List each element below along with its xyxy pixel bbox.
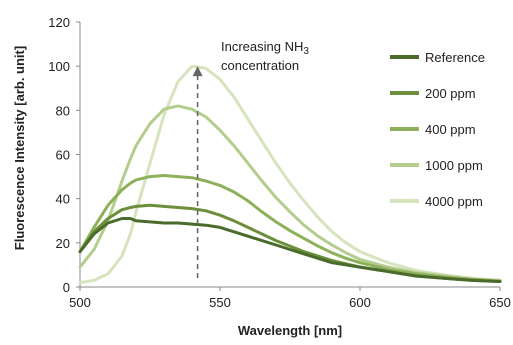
y-tick-label: 40 bbox=[56, 192, 70, 207]
x-tick-label: 650 bbox=[489, 295, 511, 310]
x-tick-label: 600 bbox=[349, 295, 371, 310]
y-axis-label: Fluorescence Intensity [arb. unit] bbox=[12, 46, 27, 250]
y-tick-label: 120 bbox=[48, 15, 70, 30]
annotation-text-line2: concentration bbox=[221, 58, 299, 73]
annotation-text-line1: Increasing NH3 bbox=[221, 39, 309, 57]
legend-label: 4000 ppm bbox=[425, 194, 483, 209]
x-tick-label: 550 bbox=[209, 295, 231, 310]
annotation: Increasing NH3 concentration bbox=[192, 39, 309, 279]
legend-label: 400 ppm bbox=[425, 122, 476, 137]
series-lines bbox=[78, 64, 502, 285]
x-tick-label: 500 bbox=[69, 295, 91, 310]
legend: Reference 200 ppm 400 ppm 1000 ppm 4000 ppm bbox=[390, 50, 485, 209]
y-tick-label: 20 bbox=[56, 236, 70, 251]
annotation-subscript: 3 bbox=[303, 46, 309, 57]
legend-label: 200 ppm bbox=[425, 86, 476, 101]
x-ticks: 500 550 600 650 bbox=[69, 287, 511, 310]
y-ticks: 0 20 40 60 80 100 120 bbox=[48, 15, 80, 295]
legend-label: 1000 ppm bbox=[425, 158, 483, 173]
y-tick-label: 60 bbox=[56, 148, 70, 163]
y-tick-label: 100 bbox=[48, 59, 70, 74]
series-line-reference bbox=[78, 217, 502, 283]
annotation-arrowhead bbox=[192, 66, 203, 77]
legend-label: Reference bbox=[425, 50, 485, 65]
x-axis-label: Wavelength [nm] bbox=[238, 323, 342, 338]
y-tick-label: 0 bbox=[63, 280, 70, 295]
series-line-400-ppm bbox=[78, 174, 502, 283]
y-tick-label: 80 bbox=[56, 103, 70, 118]
series-line-4000-ppm bbox=[78, 64, 502, 285]
series-line-200-ppm bbox=[78, 203, 502, 283]
series-line-1000-ppm bbox=[78, 104, 502, 282]
